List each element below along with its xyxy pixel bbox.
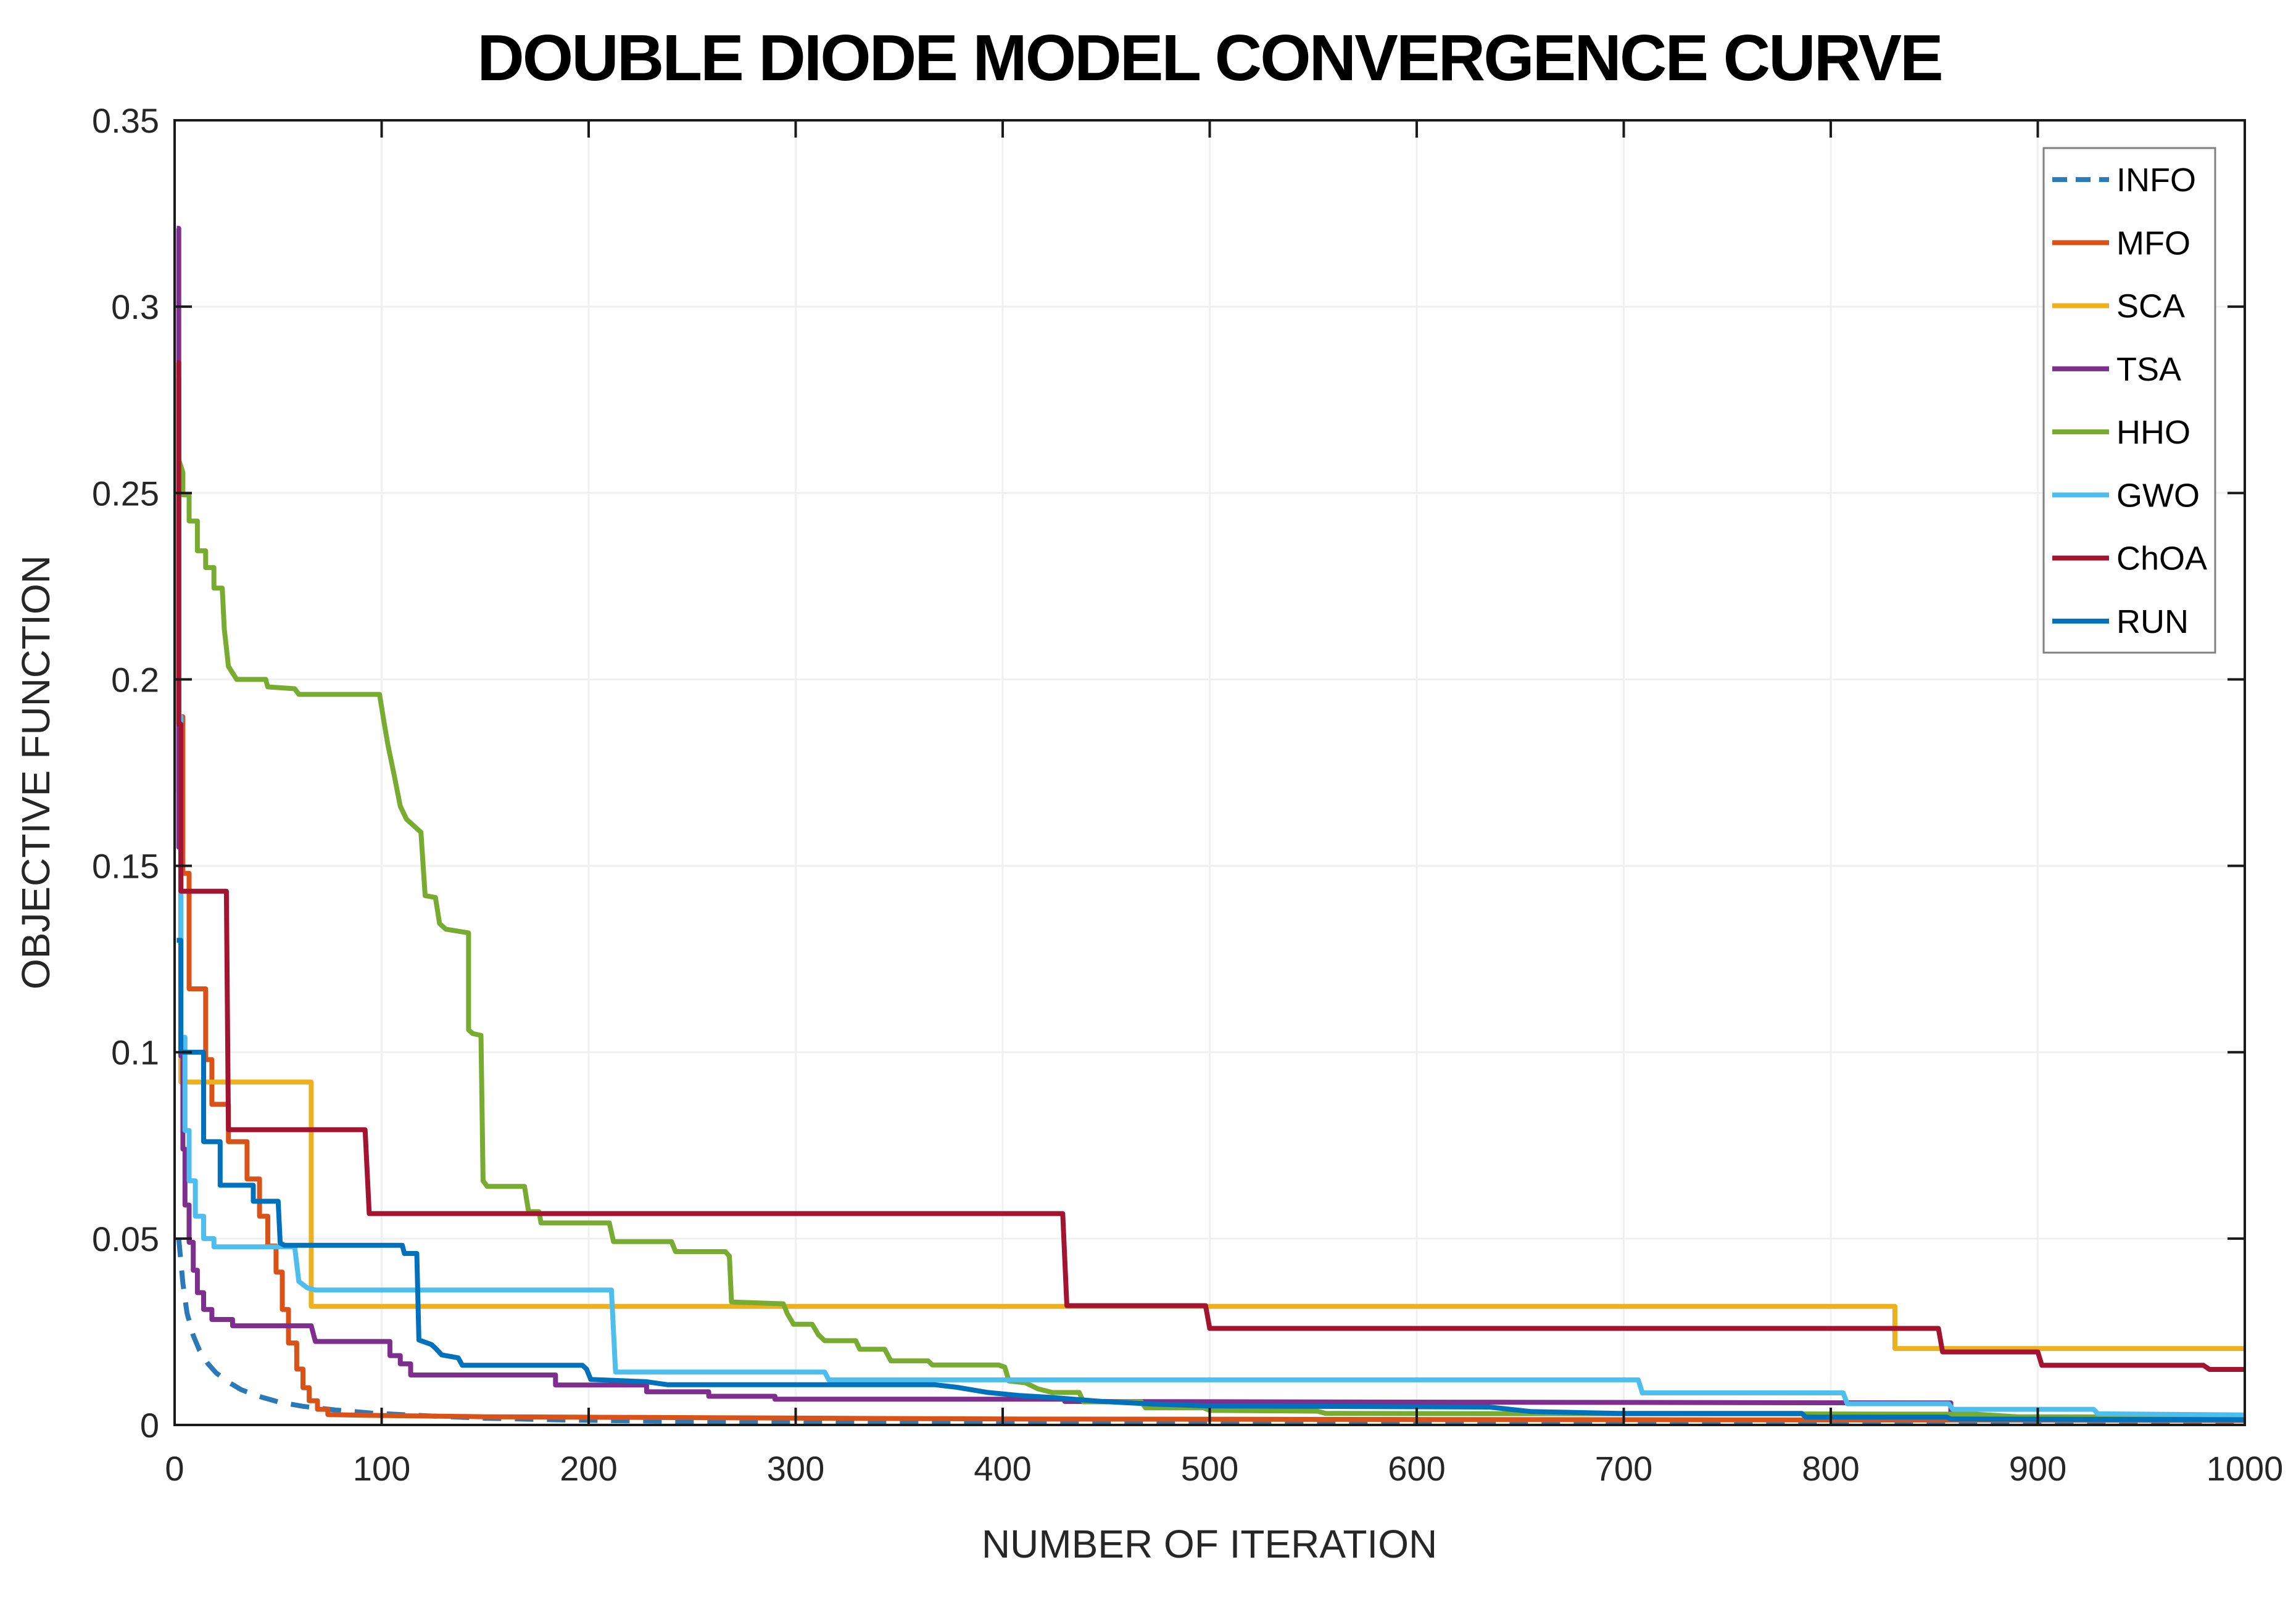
x-tick-label-600: 600	[1388, 1449, 1445, 1488]
y-tick-label-0.35: 0.35	[92, 101, 159, 140]
series-line-GWO	[176, 714, 2245, 1418]
legend-label-GWO: GWO	[2116, 477, 2200, 514]
legend-label-MFO: MFO	[2116, 225, 2190, 262]
legend-label-INFO: INFO	[2116, 162, 2196, 199]
legend-label-SCA: SCA	[2116, 288, 2185, 325]
y-tick-label-0.1: 0.1	[111, 1033, 159, 1072]
x-axis-label: NUMBER OF ITERATION	[982, 1522, 1437, 1566]
x-tick-label-1000: 1000	[2207, 1449, 2284, 1488]
x-tick-label-900: 900	[2009, 1449, 2066, 1488]
x-tick-label-300: 300	[767, 1449, 824, 1488]
x-tick-label-100: 100	[353, 1449, 410, 1488]
legend-label-ChOA: ChOA	[2116, 540, 2207, 577]
y-tick-label-0.3: 0.3	[111, 287, 159, 326]
chart-title: DOUBLE DIODE MODEL CONVERGENCE CURVE	[477, 22, 1941, 94]
legend: INFO MFO SCA TSA HHO GWO ChOA RUN	[2042, 147, 2216, 654]
x-tick-label-200: 200	[560, 1449, 617, 1488]
x-tick-label-0: 0	[165, 1449, 184, 1488]
grid-lines	[175, 120, 2245, 1425]
y-tick-label-0.25: 0.25	[92, 474, 159, 513]
series-line-ChOA	[176, 360, 2245, 1372]
series-line-TSA	[176, 226, 2245, 1420]
axis-ticks	[173, 119, 2246, 1426]
legend-label-TSA: TSA	[2116, 351, 2181, 388]
series-line-HHO	[176, 408, 2245, 1420]
legend-label-HHO: HHO	[2116, 414, 2190, 451]
axis-tick-labels: 0 100 200 300 400 500 600 700 800 900 1000 0 0.05 0.1…	[92, 101, 2283, 1488]
y-tick-label-0.2: 0.2	[111, 660, 159, 699]
legend-label-RUN: RUN	[2116, 603, 2189, 640]
series-line-RUN	[176, 938, 2245, 1422]
curve-series-group	[176, 226, 2245, 1426]
legend-box	[2042, 147, 2216, 654]
y-axis-label: OBJECTIVE FUNCTION	[14, 555, 58, 989]
x-tick-label-800: 800	[1802, 1449, 1859, 1488]
x-tick-label-400: 400	[974, 1449, 1031, 1488]
y-tick-label-0.05: 0.05	[92, 1220, 159, 1258]
series-line-INFO	[176, 1238, 2245, 1426]
x-tick-label-500: 500	[1181, 1449, 1238, 1488]
y-tick-label-0.15: 0.15	[92, 847, 159, 886]
x-tick-label-700: 700	[1595, 1449, 1652, 1488]
y-tick-label-0: 0	[140, 1406, 159, 1445]
